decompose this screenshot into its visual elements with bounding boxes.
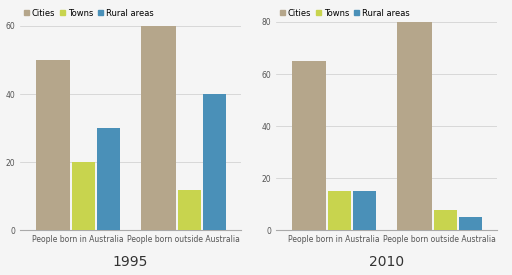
Bar	[203, 94, 226, 230]
X-axis label: 2010: 2010	[369, 255, 404, 270]
Bar	[35, 60, 70, 230]
Bar	[291, 61, 326, 230]
X-axis label: 1995: 1995	[113, 255, 148, 270]
Legend: Cities, Towns, Rural areas: Cities, Towns, Rural areas	[21, 5, 157, 21]
Bar	[353, 191, 376, 230]
Bar	[97, 128, 120, 230]
Bar	[141, 26, 176, 230]
Bar	[459, 218, 482, 230]
Bar	[178, 189, 201, 230]
Bar	[328, 191, 351, 230]
Bar	[72, 162, 95, 230]
Bar	[397, 22, 432, 230]
Bar	[434, 210, 457, 230]
Legend: Cities, Towns, Rural areas: Cities, Towns, Rural areas	[277, 5, 413, 21]
